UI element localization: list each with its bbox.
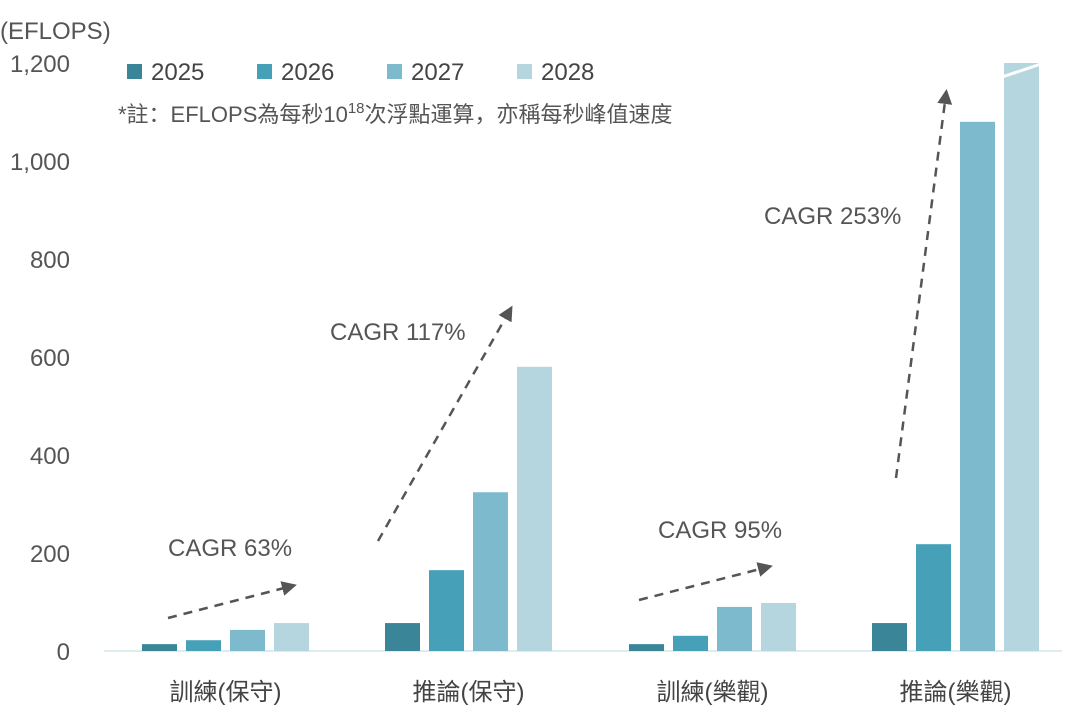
bar-2028 [274,623,309,651]
footnote: *註：EFLOPS為每秒1018次浮點運算，亦稱每秒峰值速度 [118,100,673,127]
bar-2026 [429,570,464,651]
category-label: 推論(樂觀) [900,679,1012,706]
bar-2026 [916,544,951,651]
trend-arrow [376,305,513,542]
legend-swatch-2028 [517,64,532,79]
y-tick-label: 600 [30,345,70,372]
y-axis-label: (EFLOPS) [0,18,111,45]
bar-2027 [230,629,265,651]
bar-2027 [717,606,752,651]
footnote-superscript: 18 [348,100,365,117]
bar-2026 [186,640,221,651]
bar-2028 [1004,63,1039,651]
bar-2025 [872,623,907,651]
y-tick-label: 200 [30,541,70,568]
axis-break-mark [1001,62,1042,79]
trend-arrow [167,581,297,620]
legend-swatch-2026 [257,64,272,79]
bar-2028 [517,366,552,651]
bar-2025 [142,644,177,651]
bar-2026 [673,635,708,651]
bar-2027 [960,121,995,652]
legend-label: 2025 [151,59,204,86]
trend-arrow [894,89,953,479]
cagr-annotation: CAGR 253% [764,203,901,230]
y-tick-label: 800 [30,247,70,274]
legend-swatch-2027 [387,64,402,79]
y-tick-label: 1,000 [10,149,70,176]
trend-arrow [638,562,773,602]
category-label: 訓練(保守) [170,679,282,706]
cagr-annotation: CAGR 63% [168,535,292,562]
y-tick-label: 400 [30,443,70,470]
bar-2025 [629,644,664,651]
y-tick-label: 1,200 [10,51,70,78]
bar-2028 [761,602,796,651]
bar-2025 [385,623,420,651]
category-label: 訓練(樂觀) [657,679,769,706]
category-label: 推論(保守) [413,679,525,706]
legend-label: 2026 [281,59,334,86]
legend-label: 2028 [541,59,594,86]
cagr-annotation: CAGR 95% [658,517,782,544]
footnote-prefix: *註：EFLOPS為每秒10 [118,102,348,127]
y-tick-label: 0 [57,639,70,666]
legend-label: 2027 [411,59,464,86]
legend-swatch-2025 [127,64,142,79]
footnote-suffix: 次浮點運算，亦稱每秒峰值速度 [365,102,673,127]
bar-2027 [473,492,508,651]
cagr-annotation: CAGR 117% [330,319,466,346]
